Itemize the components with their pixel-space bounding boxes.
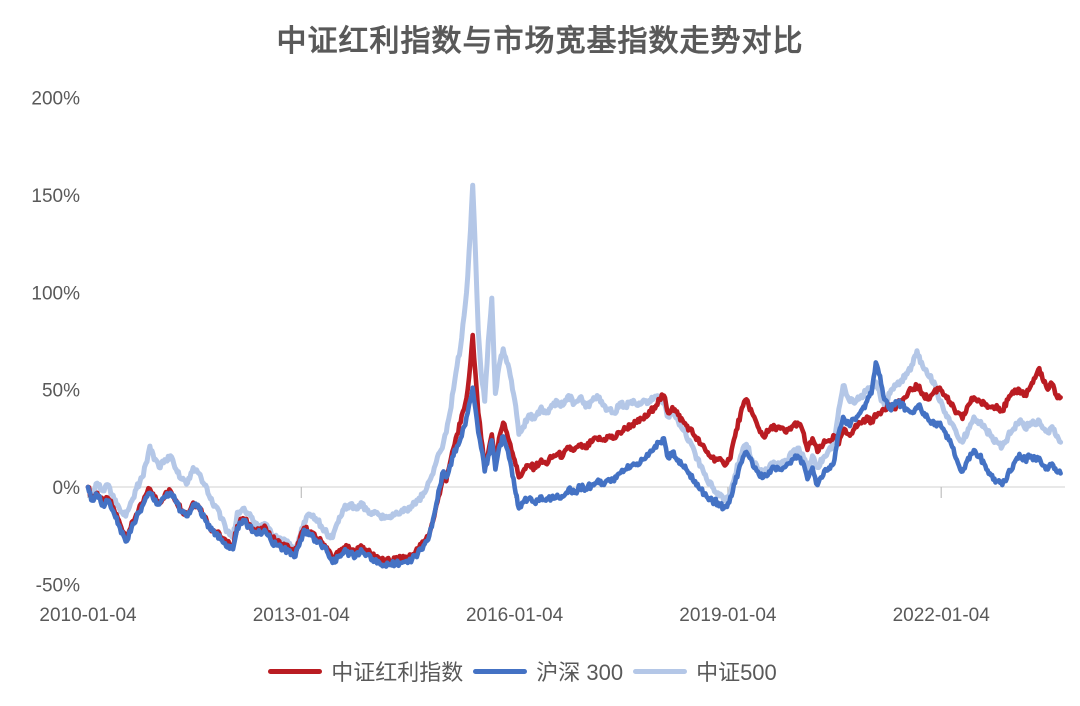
y-tick-label: 100% — [31, 283, 80, 304]
x-tick-label: 2022-01-04 — [893, 605, 991, 626]
x-tick-label: 2016-01-04 — [466, 605, 564, 626]
legend-swatch-csi500-icon — [633, 668, 688, 674]
legend-label-csi500: 中证500 — [696, 660, 777, 685]
legend-label-hs300: 沪深 300 — [536, 660, 624, 685]
x-tick-label: 2019-01-04 — [679, 605, 777, 626]
legend-item-csi-dividend: 中证红利指数 — [268, 655, 463, 687]
x-tick-label: 2013-01-04 — [253, 605, 351, 626]
legend-label-csi-dividend: 中证红利指数 — [331, 660, 464, 685]
legend: 中证红利指数 沪深 300 中证500 — [0, 655, 1045, 687]
y-tick-label: -50% — [36, 575, 80, 596]
legend-swatch-hs300-icon — [473, 668, 528, 674]
y-tick-label: 200% — [31, 89, 80, 110]
legend-item-hs300: 沪深 300 — [473, 655, 623, 687]
y-tick-label: 150% — [31, 186, 80, 207]
series-line-csi500 — [85, 182, 1064, 554]
y-tick-label: 50% — [42, 381, 80, 402]
chart-title: 中证红利指数与市场宽基指数走势对比 — [276, 25, 804, 58]
x-tick-label: 2010-01-04 — [39, 605, 137, 626]
legend-item-csi500: 中证500 — [633, 655, 777, 687]
y-tick-label: 0% — [53, 478, 81, 499]
legend-swatch-csi-dividend-icon — [268, 668, 323, 674]
series-line-hs300 — [85, 360, 1063, 569]
